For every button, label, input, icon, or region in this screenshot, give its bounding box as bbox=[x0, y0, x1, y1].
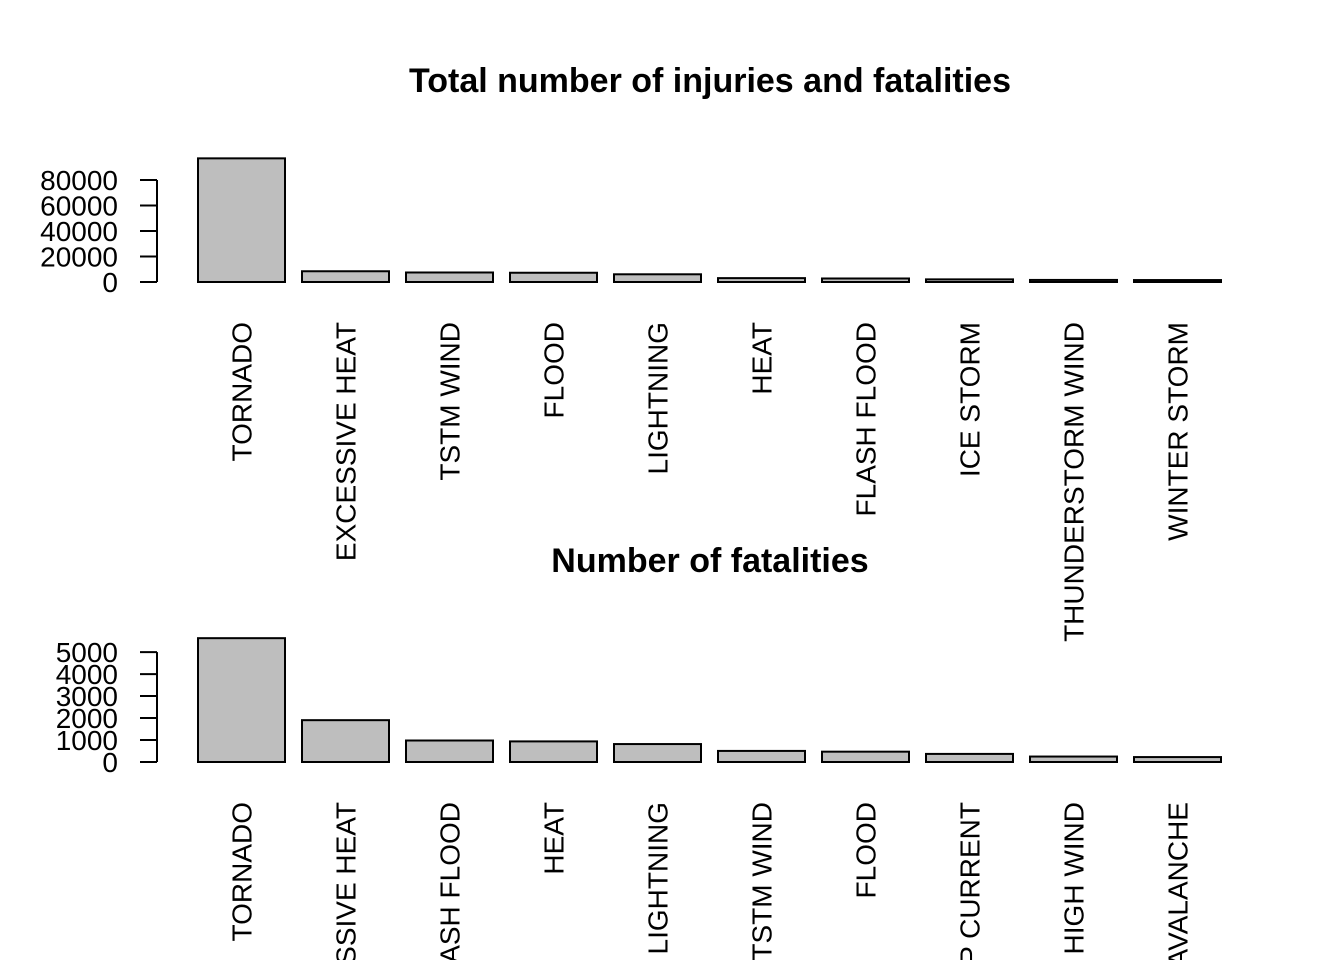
y-tick-label: 40000 bbox=[40, 216, 118, 247]
bar bbox=[821, 750, 910, 763]
y-tick-label: 60000 bbox=[40, 191, 118, 222]
x-tick-label: LIGHTNING bbox=[643, 322, 674, 474]
bar bbox=[613, 743, 702, 764]
bar bbox=[1133, 756, 1222, 764]
x-tick-label: THUNDERSTORM WIND bbox=[1059, 322, 1090, 642]
x-tick-label: LIGHTNING bbox=[643, 802, 674, 954]
y-tick-label: 3000 bbox=[56, 681, 118, 712]
x-tick-label: TORNADO bbox=[227, 322, 258, 462]
y-tick-label: 0 bbox=[102, 747, 118, 778]
y-tick-label: 5000 bbox=[56, 637, 118, 668]
bar bbox=[509, 740, 598, 764]
bar bbox=[197, 637, 286, 764]
x-tick-label: ICE STORM bbox=[955, 322, 986, 477]
bar bbox=[405, 271, 494, 283]
x-tick-label: TSTM WIND bbox=[747, 802, 778, 960]
bar bbox=[613, 273, 702, 284]
x-tick-label: FLOOD bbox=[851, 802, 882, 898]
bar bbox=[1133, 279, 1222, 283]
bar bbox=[717, 277, 806, 284]
x-tick-label: HEAT bbox=[539, 802, 570, 875]
chart-title: Total number of injuries and fatalities bbox=[409, 62, 1011, 100]
y-tick-label: 0 bbox=[102, 267, 118, 298]
y-tick-label: 20000 bbox=[40, 242, 118, 273]
x-tick-label: FLOOD bbox=[539, 322, 570, 418]
bar bbox=[925, 752, 1014, 763]
x-tick-label: HEAT bbox=[747, 322, 778, 395]
bar bbox=[717, 749, 806, 764]
bar bbox=[405, 739, 494, 763]
y-tick-label: 2000 bbox=[56, 703, 118, 734]
y-tick-label: 1000 bbox=[56, 725, 118, 756]
x-tick-label: TSTM WIND bbox=[435, 322, 466, 481]
bar bbox=[197, 157, 286, 283]
x-tick-label: EXCESSIVE HEAT bbox=[331, 322, 362, 561]
bar bbox=[821, 277, 910, 283]
y-tick-label: 4000 bbox=[56, 659, 118, 690]
x-tick-label: TORNADO bbox=[227, 802, 258, 942]
x-tick-label: FLASH FLOOD bbox=[851, 322, 882, 516]
bar bbox=[1029, 278, 1118, 284]
x-tick-label: WINTER STORM bbox=[1163, 322, 1194, 541]
x-tick-label: RIP CURRENT bbox=[955, 802, 986, 960]
chart-title: Number of fatalities bbox=[551, 542, 868, 580]
x-tick-label: HIGH WIND bbox=[1059, 802, 1090, 954]
bar bbox=[1029, 755, 1118, 764]
y-tick-label: 80000 bbox=[40, 165, 118, 196]
bar bbox=[509, 271, 598, 284]
x-tick-label: AVALANCHE bbox=[1163, 802, 1194, 960]
x-tick-label: EXCESSIVE HEAT bbox=[331, 802, 362, 960]
bar bbox=[301, 270, 390, 284]
x-tick-label: FLASH FLOOD bbox=[435, 802, 466, 960]
bar bbox=[301, 719, 390, 763]
bar bbox=[925, 278, 1014, 284]
